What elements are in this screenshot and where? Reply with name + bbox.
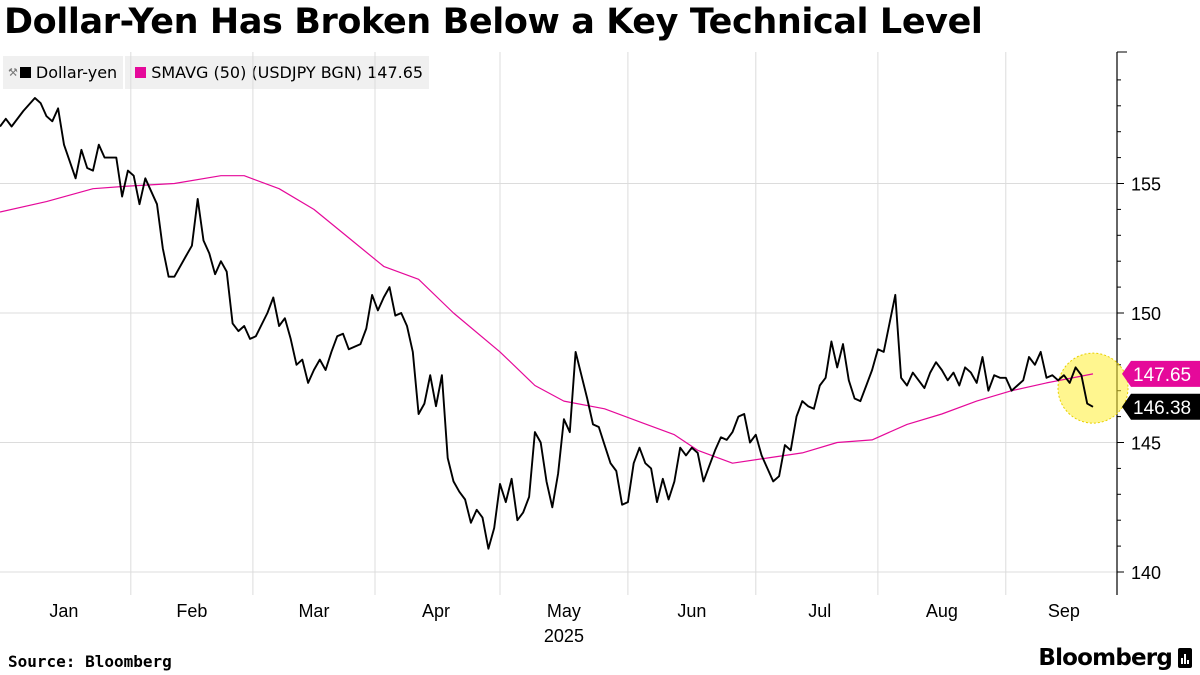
legend-label-dollar-yen: Dollar-yen — [35, 63, 118, 82]
last-value-text: 147.65 — [1133, 365, 1191, 386]
y-tick-label-150: 150 — [1131, 304, 1161, 324]
x-year-label: 2025 — [544, 626, 584, 646]
x-tick-label-apr: Apr — [422, 601, 450, 621]
legend-item-dollar-yen[interactable]: ⚒ Dollar-yen — [3, 56, 123, 89]
legend-swatch-smavg — [135, 67, 147, 78]
x-tick-label-jul: Jul — [808, 601, 831, 621]
bloomberg-logo: Bloomberg — [1038, 645, 1192, 671]
x-tick-label-sep: Sep — [1048, 601, 1080, 621]
x-tick-label-feb: Feb — [176, 601, 207, 621]
last-value-label-dollar-yen: 146.38 — [1122, 393, 1200, 420]
x-tick-label-jan: Jan — [49, 601, 78, 621]
x-tick-label-jun: Jun — [677, 601, 706, 621]
last-value-flag — [1122, 360, 1200, 387]
y-tick-label-140: 140 — [1131, 563, 1161, 583]
y-tick-label-145: 145 — [1131, 434, 1161, 454]
series-line-smavg — [0, 175, 1094, 464]
highlight-circle — [1057, 352, 1129, 424]
x-tick-label-may: May — [547, 601, 581, 621]
y-tick-label-155: 155 — [1131, 175, 1161, 195]
last-value-label-smavg: 147.65 — [1122, 360, 1200, 387]
legend-swatch-dollar-yen — [19, 67, 31, 78]
chart-title: Dollar-Yen Has Broken Below a Key Techni… — [4, 2, 983, 42]
legend-label-smavg: SMAVG (50) (USDJPY BGN) 147.65 — [151, 63, 424, 82]
last-value-flag — [1122, 393, 1200, 420]
bloomberg-mark-icon — [1178, 648, 1192, 668]
legend-item-smavg[interactable]: SMAVG (50) (USDJPY BGN) 147.65 — [123, 56, 429, 89]
series-line-dollar-yen — [0, 97, 1094, 550]
source-note: Source: Bloomberg — [8, 652, 172, 671]
x-tick-label-mar: Mar — [298, 601, 329, 621]
legend: ⚒ Dollar-yen SMAVG (50) (USDJPY BGN) 147… — [3, 56, 430, 89]
last-value-text: 146.38 — [1133, 398, 1191, 419]
pin-icon: ⚒ — [8, 66, 18, 79]
x-tick-label-aug: Aug — [926, 601, 958, 621]
